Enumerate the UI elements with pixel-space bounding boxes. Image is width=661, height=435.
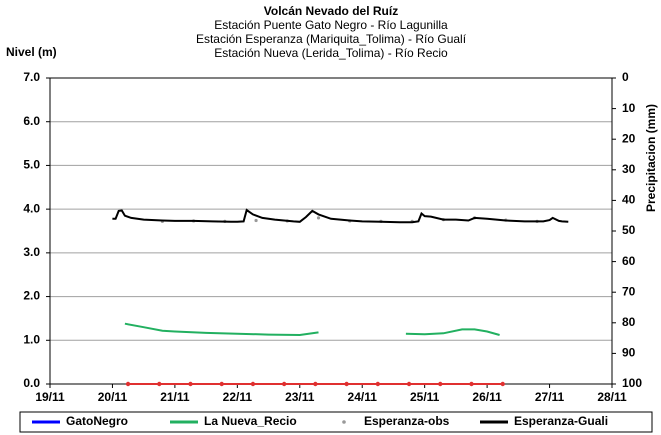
x-tick-label: 27/11 <box>535 390 565 404</box>
y2-axis-label: Precipitacion (mm) <box>644 104 658 212</box>
x-tick-label: 20/11 <box>98 390 128 404</box>
y2-tick-label: 60 <box>622 254 636 268</box>
y-tick-label: 2.0 <box>23 289 40 303</box>
x-tick-label: 19/11 <box>35 390 65 404</box>
y2-tick-label: 50 <box>622 223 636 237</box>
series-marker <box>406 381 412 387</box>
series-line <box>112 208 569 224</box>
series-marker <box>469 381 474 387</box>
legend-marker <box>342 420 346 424</box>
series-marker <box>344 381 349 387</box>
chart-title: Volcán Nevado del Ruíz <box>264 4 398 18</box>
legend-label: GatoNegro <box>66 414 128 428</box>
legend-label: Esperanza-obs <box>364 414 450 428</box>
y2-tick-label: 80 <box>622 315 636 329</box>
y2-tick-label: 30 <box>622 162 636 176</box>
series-marker <box>219 381 224 387</box>
series-marker <box>125 381 131 387</box>
y-axis-label: Nivel (m) <box>6 45 57 59</box>
y2-tick-label: 40 <box>622 193 636 207</box>
x-tick-label: 25/11 <box>410 390 440 404</box>
legend-label: La Nueva_Recio <box>204 414 297 428</box>
x-tick-label: 21/11 <box>160 390 190 404</box>
subtitle: Estación Esperanza (Mariquita_Tolima) - … <box>196 32 467 46</box>
series-marker <box>157 381 162 387</box>
y2-tick-label: 10 <box>622 101 636 115</box>
series-marker <box>188 381 193 387</box>
series-marker <box>281 381 287 387</box>
y-tick-label: 3.0 <box>23 245 40 259</box>
y-tick-label: 5.0 <box>23 158 40 172</box>
series-marker <box>250 381 256 387</box>
y2-tick-label: 70 <box>622 284 636 298</box>
legend-box <box>19 411 653 433</box>
x-tick-label: 22/11 <box>223 390 253 404</box>
subtitle: Estación Nueva (Lerida_Tolima) - Río Rec… <box>214 46 448 60</box>
series-marker <box>254 218 258 223</box>
y-tick-label: 0.0 <box>23 376 40 390</box>
y2-tick-label: 100 <box>622 376 642 390</box>
x-tick-label: 28/11 <box>597 390 627 404</box>
x-tick-label: 24/11 <box>348 390 378 404</box>
series-marker <box>438 381 443 387</box>
x-tick-label: 23/11 <box>285 390 315 404</box>
y2-tick-label: 20 <box>622 131 636 145</box>
y2-tick-label: 90 <box>622 346 636 360</box>
series-marker <box>500 381 505 387</box>
legend-label: Esperanza-Guali <box>514 414 608 428</box>
y-tick-label: 7.0 <box>23 70 40 84</box>
y2-tick-label: 0 <box>622 70 629 84</box>
y-tick-label: 1.0 <box>23 332 40 346</box>
y-tick-label: 6.0 <box>23 114 40 128</box>
y-tick-label: 4.0 <box>23 201 40 215</box>
subtitle: Estación Puente Gato Negro - Río Lagunil… <box>214 18 448 32</box>
x-tick-label: 26/11 <box>472 390 502 404</box>
series-marker <box>316 216 321 220</box>
series-marker <box>375 381 381 387</box>
series-line <box>124 322 500 337</box>
series-marker <box>313 381 318 387</box>
